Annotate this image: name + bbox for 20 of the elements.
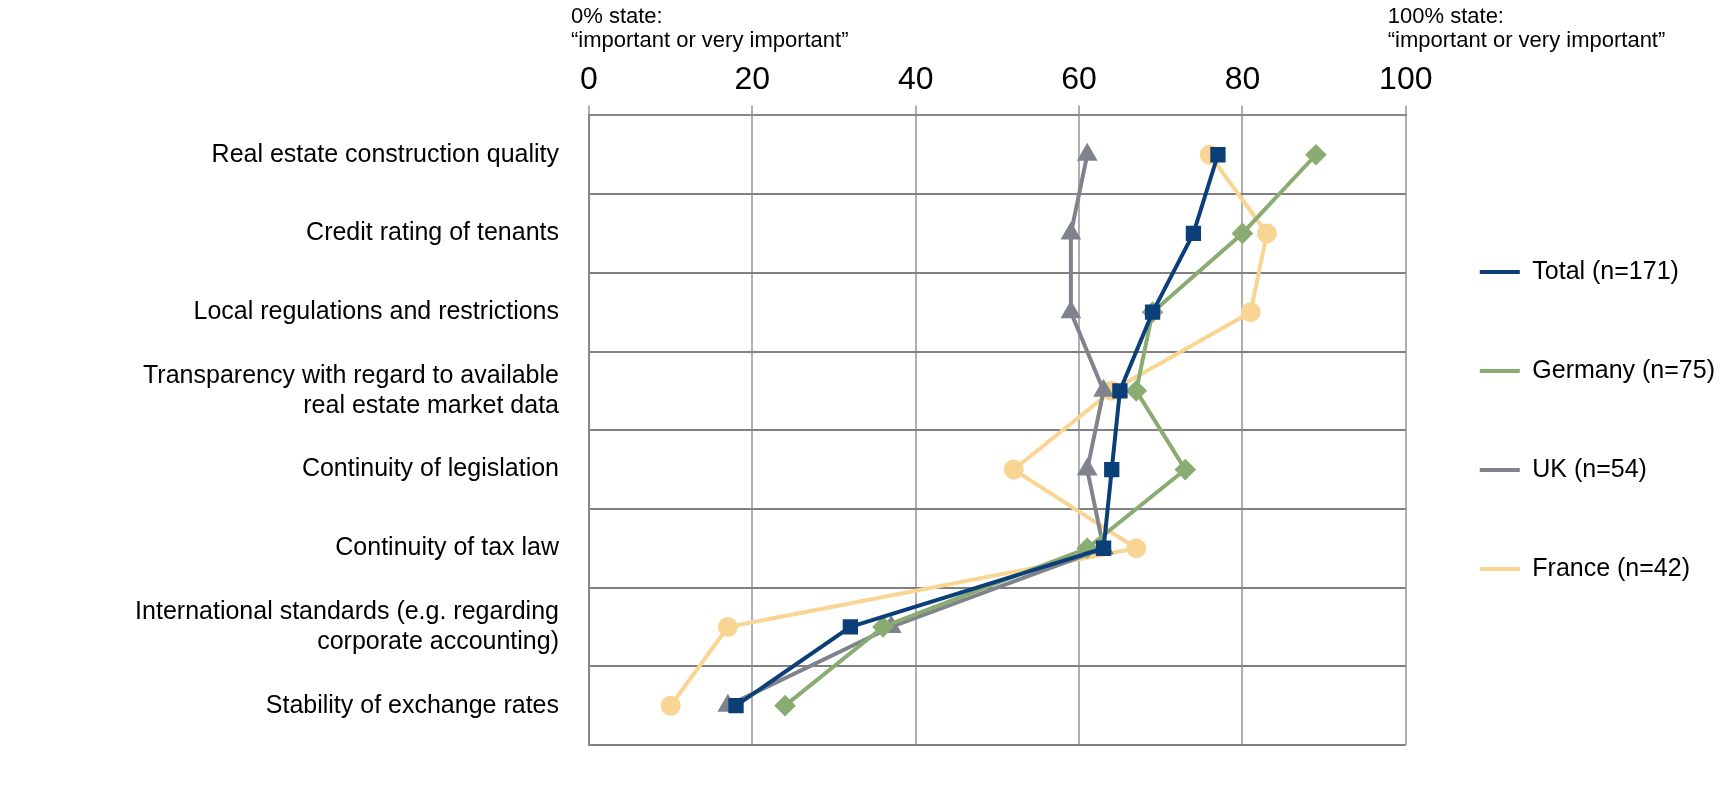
text: 100% state: “important or very important” xyxy=(1387,3,1666,53)
x-tick-label: 20 xyxy=(734,60,771,97)
x-tick-label: 80 xyxy=(1224,60,1261,97)
legend-label: UK (n=54) xyxy=(1532,453,1647,482)
y-tick-label: Stability of exchange rates xyxy=(265,689,559,718)
y-tick-label: International standards (e.g. regarding corporate accounting) xyxy=(135,595,559,654)
y-tick-label: Local regulations and restrictions xyxy=(193,296,559,325)
x-tick-label: 100 xyxy=(1379,60,1433,97)
y-tick-label: Real estate construction quality xyxy=(211,138,560,167)
y-tick-label: Transparency with regard to available real estate market data xyxy=(143,359,560,418)
y-tick-label: Continuity of legislation xyxy=(301,453,559,482)
legend-label: France (n=42) xyxy=(1532,552,1690,581)
legend-label: Total (n=171) xyxy=(1532,255,1679,284)
y-tick-label: Credit rating of tenants xyxy=(306,217,559,246)
y-tick-label: Continuity of tax law xyxy=(335,532,560,561)
x-tick-label: 40 xyxy=(897,60,934,97)
x-tick-label: 0 xyxy=(580,60,598,97)
legend-label: Germany (n=75) xyxy=(1532,354,1715,383)
text: 0% state: “important or very important” xyxy=(571,3,849,53)
x-tick-label: 60 xyxy=(1061,60,1097,97)
